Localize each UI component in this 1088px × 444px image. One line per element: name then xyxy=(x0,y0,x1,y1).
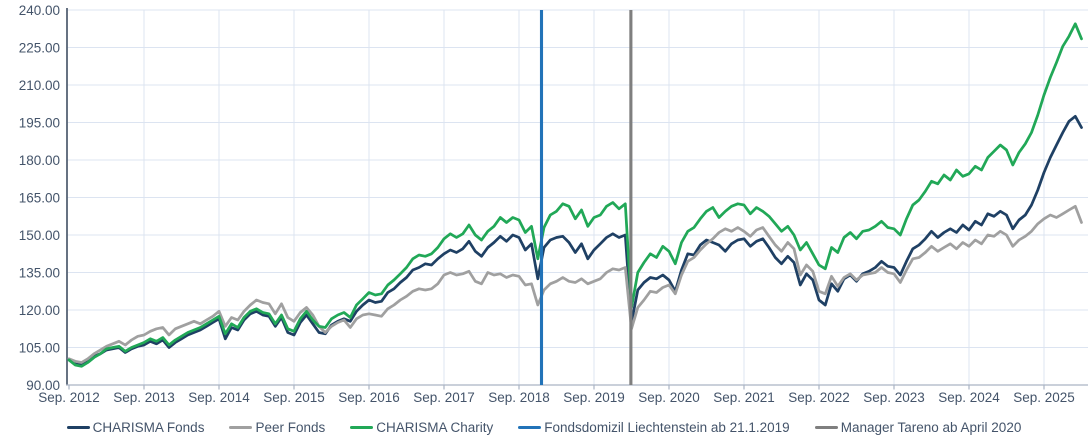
legend-label: CHARISMA Fonds xyxy=(92,420,205,435)
series-line-charisma-charity xyxy=(67,22,1083,368)
legend-label: Fondsdomizil Liechtenstein ab 21.1.2019 xyxy=(544,420,790,435)
x-axis-label: Sep. 2018 xyxy=(488,390,550,405)
legend-label: CHARISMA Charity xyxy=(376,420,494,435)
legend-swatch-manager-tareno-ab-april-2020 xyxy=(814,426,838,429)
x-axis-label: Sep. 2019 xyxy=(563,390,625,405)
legend-item-charisma-fonds: CHARISMA Fonds xyxy=(66,420,205,435)
x-axis-label: Sep. 2017 xyxy=(413,390,475,405)
y-axis-label: 195.00 xyxy=(19,115,60,130)
legend-item-charisma-charity: CHARISMA Charity xyxy=(350,420,493,435)
x-axis-label: Sep. 2013 xyxy=(113,390,175,405)
y-axis-label: 90.00 xyxy=(26,378,60,393)
x-axis-label: Sep. 2015 xyxy=(263,390,325,405)
x-axis-label: Sep. 2021 xyxy=(713,390,775,405)
y-axis-label: 150.00 xyxy=(19,228,60,243)
y-axis-label: 165.00 xyxy=(19,190,60,205)
y-axis-label: 240.00 xyxy=(19,3,60,18)
y-axis-label: 180.00 xyxy=(19,153,60,168)
legend-item-manager-tareno-ab-april-2020: Manager Tareno ab April 2020 xyxy=(814,420,1022,435)
x-axis-label: Sep. 2023 xyxy=(863,390,925,405)
legend-swatch-charisma-fonds xyxy=(66,426,90,429)
legend-swatch-peer-fonds xyxy=(229,426,253,429)
x-axis-label: Sep. 2024 xyxy=(938,390,1000,405)
legend-item-fondsdomizil-liechtenstein-ab-21-1-2019: Fondsdomizil Liechtenstein ab 21.1.2019 xyxy=(518,420,790,435)
y-axis-label: 105.00 xyxy=(19,340,60,355)
y-axis-label: 210.00 xyxy=(19,78,60,93)
chart-legend: CHARISMA Fonds Peer Fonds CHARISMA Charity… xyxy=(0,420,1088,435)
legend-label: Peer Fonds xyxy=(255,420,326,435)
y-axis-label: 135.00 xyxy=(19,265,60,280)
y-axis-label: 120.00 xyxy=(19,303,60,318)
legend-item-peer-fonds: Peer Fonds xyxy=(229,420,325,435)
x-axis-label: Sep. 2014 xyxy=(188,390,250,405)
x-axis-label: Sep. 2016 xyxy=(338,390,400,405)
legend-swatch-charisma-charity xyxy=(350,426,374,429)
legend-swatch-fondsdomizil-liechtenstein-ab-21-1-2019 xyxy=(518,426,542,429)
series-line-peer-fonds xyxy=(67,204,1083,364)
series-line-charisma-fonds xyxy=(67,114,1083,367)
x-axis-label: Sep. 2020 xyxy=(638,390,700,405)
x-axis-label: Sep. 2022 xyxy=(788,390,850,405)
x-axis-label: Sep. 2012 xyxy=(38,390,100,405)
y-axis-label: 225.00 xyxy=(19,40,60,55)
legend-label: Manager Tareno ab April 2020 xyxy=(840,420,1022,435)
x-axis-label: Sep. 2025 xyxy=(1013,390,1075,405)
